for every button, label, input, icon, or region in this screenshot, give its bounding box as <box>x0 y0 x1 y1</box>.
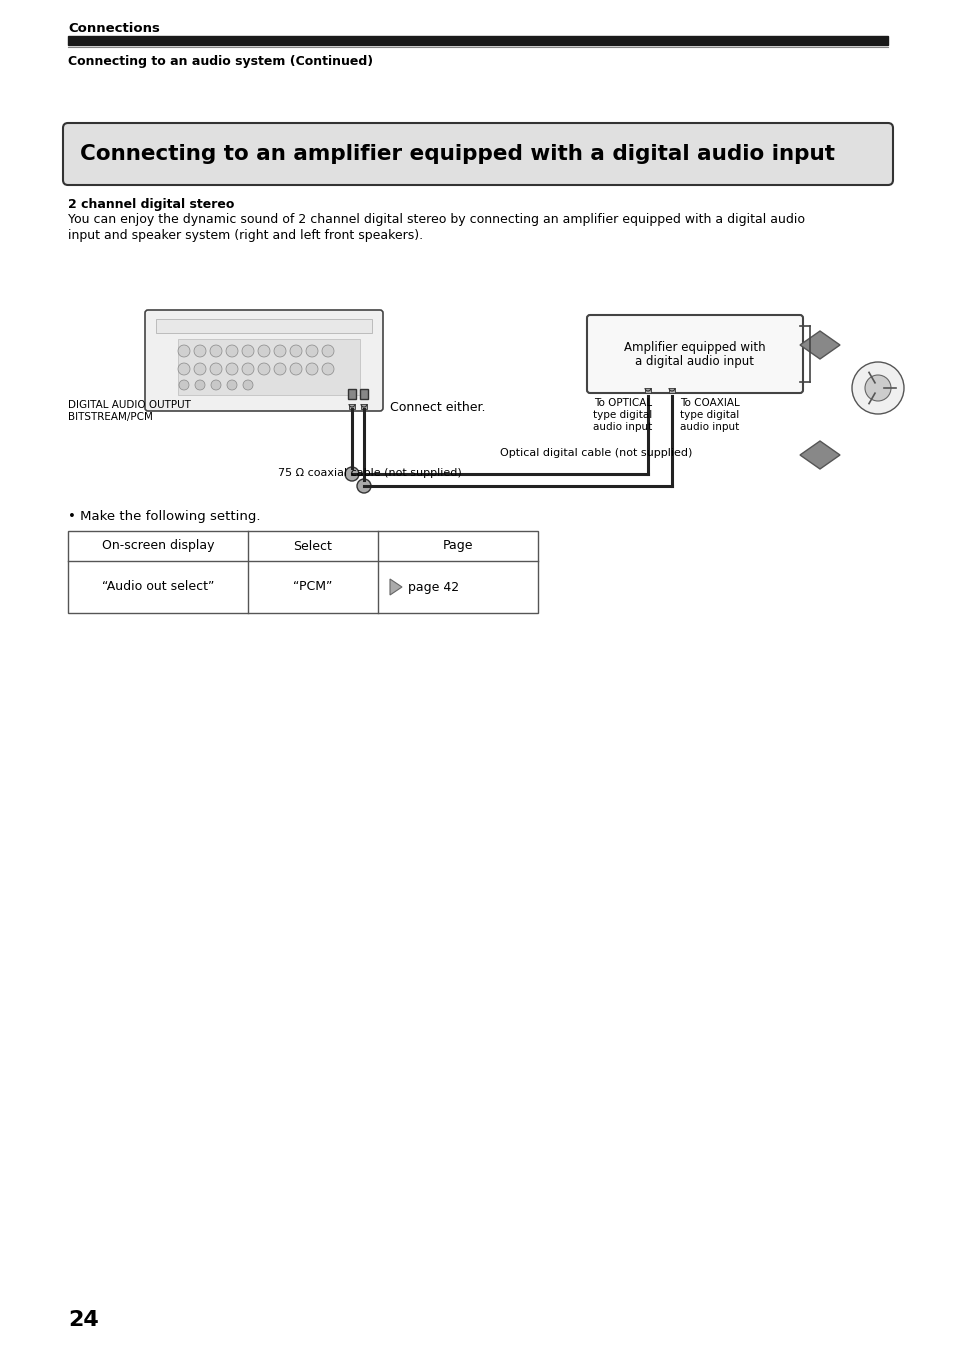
Bar <box>178 338 359 395</box>
Text: BITSTREAM/PCM: BITSTREAM/PCM <box>68 412 152 422</box>
Bar <box>349 404 355 408</box>
Circle shape <box>210 363 222 375</box>
Text: 2 channel digital stereo: 2 channel digital stereo <box>68 198 234 212</box>
Text: • Make the following setting.: • Make the following setting. <box>68 510 260 523</box>
Bar <box>348 390 355 399</box>
Circle shape <box>257 363 270 375</box>
Circle shape <box>851 363 903 414</box>
Text: “PCM”: “PCM” <box>293 581 333 593</box>
Circle shape <box>290 363 302 375</box>
Text: type digital: type digital <box>679 410 739 421</box>
Text: “Audio out select”: “Audio out select” <box>102 581 214 593</box>
Bar <box>359 390 368 399</box>
Text: 75 Ω coaxial cable (not supplied): 75 Ω coaxial cable (not supplied) <box>278 468 461 479</box>
Text: Optical digital cable (not supplied): Optical digital cable (not supplied) <box>499 448 692 458</box>
Circle shape <box>290 345 302 357</box>
Text: type digital: type digital <box>593 410 652 421</box>
Text: You can enjoy the dynamic sound of 2 channel digital stereo by connecting an amp: You can enjoy the dynamic sound of 2 cha… <box>68 213 804 226</box>
Circle shape <box>193 363 206 375</box>
Circle shape <box>211 380 221 390</box>
Circle shape <box>345 466 358 481</box>
Text: To COAXIAL: To COAXIAL <box>679 398 740 408</box>
Bar <box>68 531 537 613</box>
Circle shape <box>306 363 317 375</box>
FancyBboxPatch shape <box>145 310 382 411</box>
Text: Connect either.: Connect either. <box>390 400 485 414</box>
Bar <box>156 319 372 333</box>
Text: Connecting to an amplifier equipped with a digital audio input: Connecting to an amplifier equipped with… <box>80 144 834 164</box>
Text: 24: 24 <box>68 1310 99 1330</box>
Text: audio input: audio input <box>679 422 739 431</box>
Circle shape <box>864 375 890 400</box>
Text: Page: Page <box>442 539 473 553</box>
Circle shape <box>178 363 190 375</box>
Circle shape <box>356 479 371 493</box>
Circle shape <box>322 345 334 357</box>
Polygon shape <box>800 441 840 469</box>
Bar <box>644 388 650 394</box>
Text: Select: Select <box>294 539 332 553</box>
Text: page 42: page 42 <box>408 581 458 593</box>
Text: input and speaker system (right and left front speakers).: input and speaker system (right and left… <box>68 229 423 243</box>
Text: DIGITAL AUDIO OUTPUT: DIGITAL AUDIO OUTPUT <box>68 400 191 410</box>
FancyBboxPatch shape <box>586 315 802 394</box>
Text: On-screen display: On-screen display <box>102 539 214 553</box>
Circle shape <box>226 363 237 375</box>
Circle shape <box>242 363 253 375</box>
Circle shape <box>322 363 334 375</box>
Circle shape <box>227 380 236 390</box>
Text: To OPTICAL: To OPTICAL <box>594 398 652 408</box>
Circle shape <box>242 345 253 357</box>
Circle shape <box>274 363 286 375</box>
Bar <box>68 36 887 44</box>
FancyBboxPatch shape <box>63 123 892 185</box>
Circle shape <box>179 380 189 390</box>
Bar <box>668 388 675 394</box>
Text: a digital audio input: a digital audio input <box>635 356 754 368</box>
Text: audio input: audio input <box>593 422 652 431</box>
Circle shape <box>306 345 317 357</box>
Circle shape <box>193 345 206 357</box>
Circle shape <box>226 345 237 357</box>
Circle shape <box>243 380 253 390</box>
Circle shape <box>274 345 286 357</box>
Text: Connecting to an audio system (Continued): Connecting to an audio system (Continued… <box>68 55 373 67</box>
Polygon shape <box>390 580 401 594</box>
Circle shape <box>178 345 190 357</box>
Bar <box>360 404 367 408</box>
Circle shape <box>210 345 222 357</box>
Text: Amplifier equipped with: Amplifier equipped with <box>623 341 765 355</box>
Circle shape <box>194 380 205 390</box>
Circle shape <box>257 345 270 357</box>
Polygon shape <box>800 332 840 359</box>
Text: Connections: Connections <box>68 22 160 35</box>
